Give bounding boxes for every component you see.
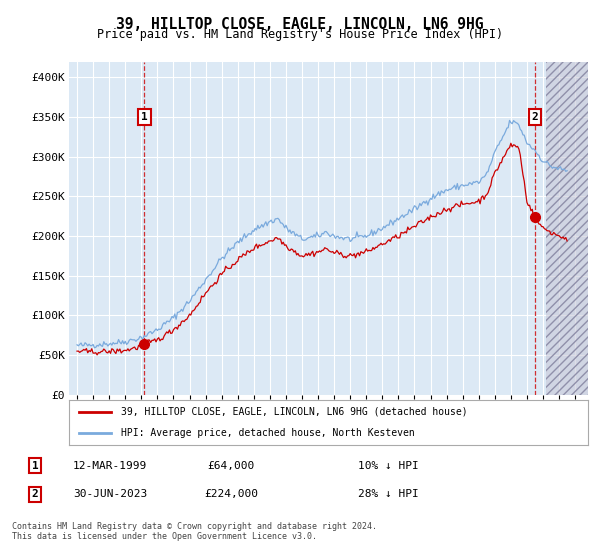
Text: 2: 2: [532, 112, 538, 122]
Text: 10% ↓ HPI: 10% ↓ HPI: [358, 460, 418, 470]
Text: £64,000: £64,000: [207, 460, 254, 470]
Text: 12-MAR-1999: 12-MAR-1999: [73, 460, 147, 470]
Text: 28% ↓ HPI: 28% ↓ HPI: [358, 489, 418, 500]
Text: HPI: Average price, detached house, North Kesteven: HPI: Average price, detached house, Nort…: [121, 428, 415, 438]
Text: £224,000: £224,000: [204, 489, 258, 500]
Text: 39, HILLTOP CLOSE, EAGLE, LINCOLN, LN6 9HG: 39, HILLTOP CLOSE, EAGLE, LINCOLN, LN6 9…: [116, 17, 484, 32]
Text: 1: 1: [141, 112, 148, 122]
Text: 2: 2: [32, 489, 38, 500]
Text: 30-JUN-2023: 30-JUN-2023: [73, 489, 147, 500]
Text: 39, HILLTOP CLOSE, EAGLE, LINCOLN, LN6 9HG (detached house): 39, HILLTOP CLOSE, EAGLE, LINCOLN, LN6 9…: [121, 407, 467, 417]
Bar: [546, 62, 588, 395]
Bar: [546, 62, 588, 395]
Text: Contains HM Land Registry data © Crown copyright and database right 2024.
This d: Contains HM Land Registry data © Crown c…: [12, 522, 377, 542]
Text: 1: 1: [32, 460, 38, 470]
Text: Price paid vs. HM Land Registry's House Price Index (HPI): Price paid vs. HM Land Registry's House …: [97, 28, 503, 41]
